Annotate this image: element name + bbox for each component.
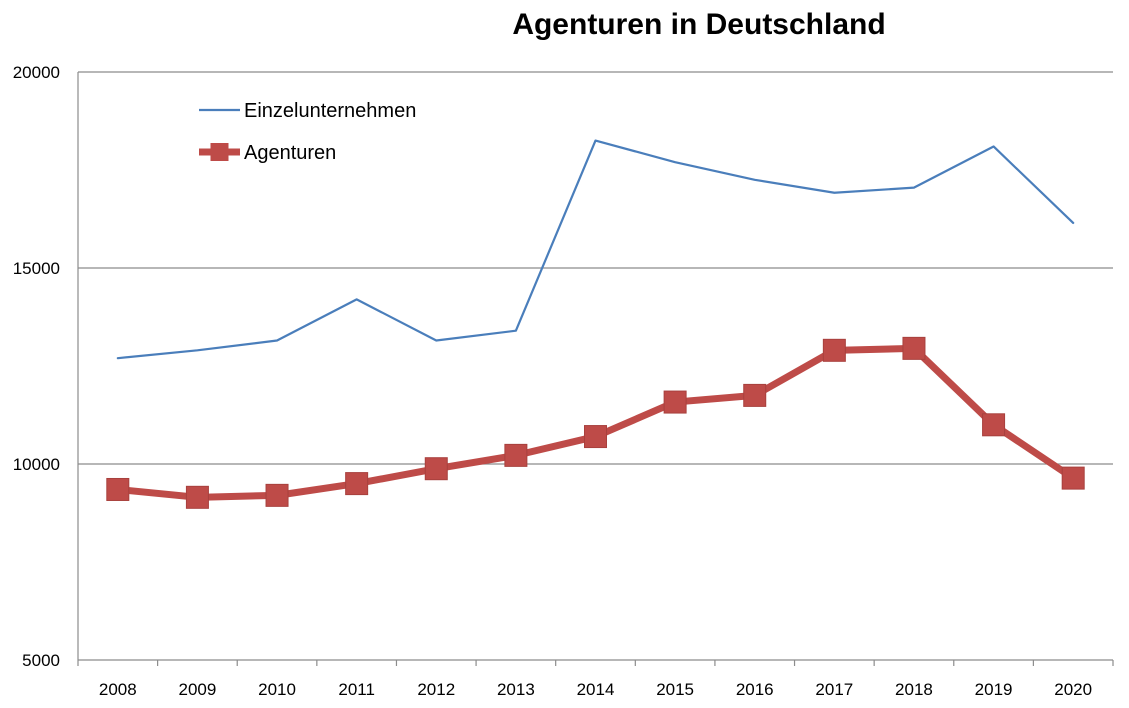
data-point-agenturen-2020 [1061,466,1085,490]
legend: Einzelunternehmen Agenturen [199,100,416,164]
data-point-agenturen-2019 [982,413,1006,437]
x-tick-label-2010: 2010 [258,680,296,699]
data-point-agenturen-2015 [663,390,687,414]
x-tick-label-2017: 2017 [815,680,853,699]
x-tick-label-2015: 2015 [656,680,694,699]
x-tick-label-2016: 2016 [736,680,774,699]
series-lines [106,139,1085,509]
y-tick-label-15000: 15000 [13,259,60,278]
data-point-agenturen-2012 [424,457,448,481]
y-axis-ticks: 5000 10000 15000 20000 [13,63,60,670]
x-tick-label-2019: 2019 [975,680,1013,699]
x-tick-label-2013: 2013 [497,680,535,699]
x-tick-label-2008: 2008 [99,680,137,699]
data-point-agenturen-2014 [584,425,607,449]
legend-label-einzelunternehmen: Einzelunternehmen [244,100,416,122]
legend-marker-agenturen [210,143,229,161]
x-tick-label-2009: 2009 [179,680,217,699]
data-point-agenturen-2017 [822,338,846,362]
chart-title: Agenturen in Deutschland [512,8,885,41]
x-tick-label-2011: 2011 [338,680,375,699]
y-tick-label-20000: 20000 [13,63,60,82]
y-tick-label-5000: 5000 [22,651,60,670]
x-tick-label-2020: 2020 [1054,680,1092,699]
x-axis-ticks: 2008 2009 2010 2011 2012 2013 2014 2015 2016 2017… [77,660,1114,699]
data-point-agenturen-2018 [902,336,926,360]
series-line-agenturen [114,344,1077,501]
gridlines [77,71,1113,661]
series-line-einzelunternehmen [116,139,1075,360]
x-tick-label-2018: 2018 [895,680,933,699]
legend-label-agenturen: Agenturen [244,142,336,164]
data-point-agenturen-2010 [265,483,289,507]
data-point-agenturen-2008 [106,477,130,501]
x-tick-label-2012: 2012 [417,680,455,699]
data-point-agenturen-2016 [743,383,767,407]
data-point-agenturen-2013 [504,443,528,467]
data-point-agenturen-2011 [345,472,369,496]
x-tick-label-2014: 2014 [577,680,615,699]
y-tick-label-10000: 10000 [13,455,60,474]
data-point-agenturen-2009 [185,485,209,509]
